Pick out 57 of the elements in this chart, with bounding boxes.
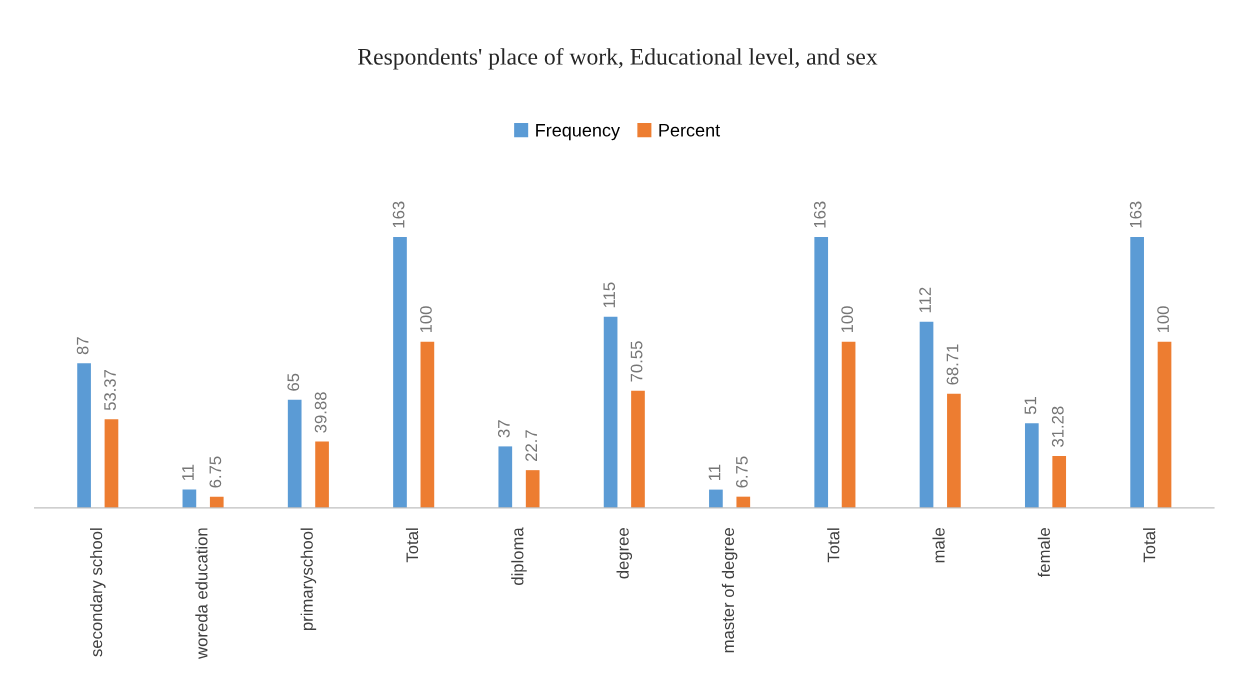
bar (631, 390, 645, 508)
legend-label: Percent (659, 124, 721, 137)
x-tick-label: Total (1143, 528, 1156, 563)
data-label: 39.88 (314, 392, 327, 433)
bar (525, 470, 540, 508)
x-tick-label: primaryschool (300, 528, 317, 630)
bar (603, 316, 618, 508)
data-label: 37 (497, 420, 510, 438)
bar (209, 496, 224, 508)
data-label: 163 (813, 201, 826, 228)
data-label: 6.75 (209, 456, 222, 488)
data-label: 11 (182, 464, 194, 480)
data-label: 53.37 (104, 369, 116, 411)
data-label: 100 (841, 306, 854, 333)
data-label: 68.71 (946, 344, 959, 385)
x-tick-label: female (1037, 528, 1050, 578)
data-label: 65 (287, 373, 300, 391)
data-label: 22.7 (525, 430, 537, 461)
x-tick-label: diploma (511, 527, 527, 585)
data-label: 51 (1024, 397, 1037, 415)
bar (1130, 237, 1144, 508)
chart-title: Respondents' place of work, Educational level, and sex (358, 47, 878, 70)
bar (919, 321, 934, 508)
legend-label: Frequency (536, 124, 620, 141)
bar (1052, 455, 1067, 508)
bar (1024, 423, 1039, 508)
x-tick-label: woreda education (195, 528, 208, 659)
bar (814, 237, 829, 508)
bar (841, 341, 856, 508)
x-tick-label: male (932, 528, 945, 563)
bar (287, 399, 302, 508)
bar (420, 341, 435, 508)
x-tick-label: Total (827, 528, 840, 563)
bar (1157, 341, 1172, 508)
data-label: 31.28 (1051, 406, 1064, 447)
data-label: 100 (1157, 306, 1169, 333)
bar (393, 237, 407, 508)
data-label: 87 (76, 337, 89, 355)
data-label: 163 (392, 201, 405, 228)
data-label: 11 (708, 464, 721, 480)
bar (77, 363, 91, 508)
data-label: 70.55 (630, 341, 643, 382)
bar (315, 441, 329, 508)
data-label: 115 (603, 282, 616, 308)
x-tick-label: secondary school (90, 528, 106, 657)
bar (947, 393, 961, 508)
x-tick-label: master of degree (721, 528, 738, 653)
bar (104, 419, 119, 508)
data-label: 100 (420, 306, 432, 333)
x-tick-label: Total (405, 528, 419, 563)
x-tick-label: degree (616, 528, 633, 579)
data-label: 163 (1129, 201, 1142, 228)
data-label: 6.75 (735, 456, 748, 488)
bar (709, 489, 723, 508)
bar (498, 446, 513, 508)
data-label: 112 (919, 287, 931, 313)
bar (736, 496, 751, 508)
